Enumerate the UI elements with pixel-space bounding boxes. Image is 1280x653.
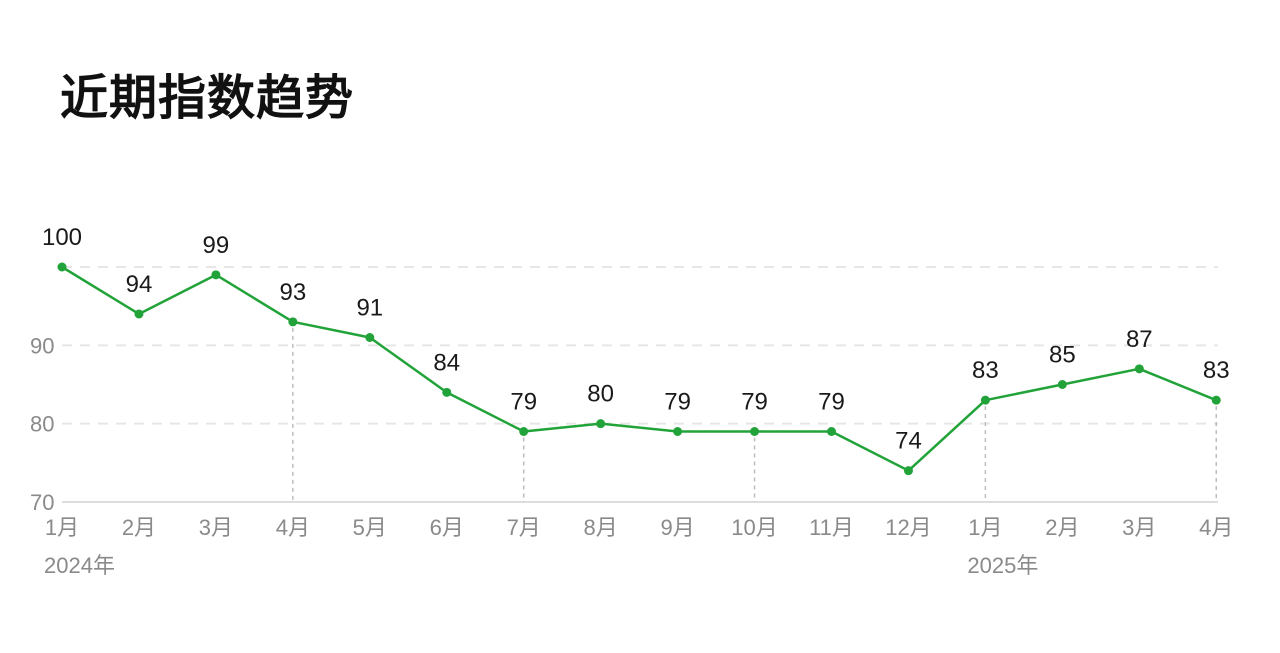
x-tick-label: 1月 xyxy=(45,515,79,540)
y-tick-label: 70 xyxy=(30,490,54,515)
data-point xyxy=(442,387,452,397)
data-point xyxy=(365,333,375,342)
data-label: 94 xyxy=(126,271,153,298)
data-label: 87 xyxy=(1126,326,1153,353)
x-tick-label: 11月 xyxy=(809,515,854,540)
data-label: 79 xyxy=(664,389,691,416)
data-label: 80 xyxy=(587,381,614,408)
year-label: 2025年 xyxy=(967,553,1038,578)
series-line xyxy=(61,265,1217,472)
data-point xyxy=(211,270,221,280)
data-point xyxy=(980,395,990,405)
x-tick-label: 4月 xyxy=(1199,515,1233,540)
data-point xyxy=(827,427,836,436)
data-label: 85 xyxy=(1049,342,1076,369)
data-point xyxy=(134,309,144,319)
data-label: 74 xyxy=(895,428,922,455)
data-label: 100 xyxy=(42,224,82,251)
x-tick-label: 6月 xyxy=(430,515,464,540)
data-label: 79 xyxy=(510,389,537,416)
x-tick-label: 2月 xyxy=(1045,515,1079,540)
data-point xyxy=(1211,395,1221,405)
x-tick-label: 8月 xyxy=(584,515,618,540)
x-tick-label: 10月 xyxy=(731,515,777,540)
y-tick-label: 80 xyxy=(30,412,54,437)
data-point xyxy=(903,466,913,476)
data-label: 84 xyxy=(433,349,460,376)
data-label: 93 xyxy=(279,279,306,306)
y-tick-label: 90 xyxy=(30,333,54,358)
data-point xyxy=(1057,380,1067,389)
data-point xyxy=(57,262,67,272)
x-tick-label: 3月 xyxy=(1122,515,1156,540)
x-tick-label: 3月 xyxy=(199,515,233,540)
year-label: 2024年 xyxy=(44,553,115,578)
x-tick-label: 12月 xyxy=(885,515,931,540)
data-point xyxy=(288,317,298,327)
data-point xyxy=(519,427,529,436)
x-tick-label: 1月 xyxy=(968,515,1002,540)
data-label: 83 xyxy=(972,357,999,384)
x-tick-label: 5月 xyxy=(353,515,387,540)
x-tick-label: 9月 xyxy=(660,515,694,540)
data-label: 79 xyxy=(818,389,845,416)
data-point xyxy=(1134,364,1144,374)
data-label: 83 xyxy=(1203,357,1230,384)
chart-title: 近期指数趋势 xyxy=(60,70,355,126)
data-point xyxy=(673,427,683,436)
data-point xyxy=(596,419,606,429)
x-tick-label: 4月 xyxy=(276,515,310,540)
data-label: 99 xyxy=(203,232,230,259)
data-label: 79 xyxy=(741,389,768,416)
x-tick-label: 7月 xyxy=(507,515,541,540)
data-label: 91 xyxy=(356,295,383,322)
data-point xyxy=(750,427,760,436)
x-tick-label: 2月 xyxy=(122,515,156,540)
